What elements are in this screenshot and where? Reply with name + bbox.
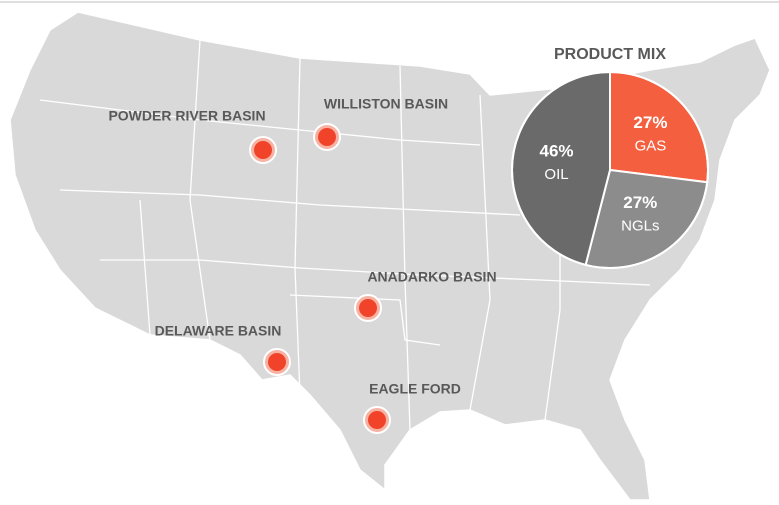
basin-label: DELAWARE BASIN: [155, 323, 282, 339]
basin-marker: [318, 128, 336, 146]
slice-category-label: OIL: [544, 166, 568, 183]
basin-label: WILLISTON BASIN: [324, 96, 448, 112]
slice-category-label: NGLs: [621, 218, 659, 235]
basin-label: POWDER RIVER BASIN: [108, 108, 265, 124]
basin-label: ANADARKO BASIN: [367, 269, 496, 285]
basin-marker: [254, 141, 272, 159]
basin-marker: [268, 353, 286, 371]
slice-value-label: 27%: [623, 193, 657, 212]
slice-value-label: 46%: [540, 142, 574, 161]
chart-title: PRODUCT MIX: [554, 46, 666, 63]
pie-chart: PRODUCT MIX 27% GAS 27% NGLs 46% OIL: [511, 46, 709, 269]
basin-label: EAGLE FORD: [369, 381, 461, 397]
basin-marker: [368, 411, 386, 429]
slice-category-label: GAS: [635, 137, 667, 154]
basin-marker: [359, 299, 377, 317]
slice-value-label: 27%: [633, 113, 667, 132]
pie-outline: [511, 71, 709, 269]
